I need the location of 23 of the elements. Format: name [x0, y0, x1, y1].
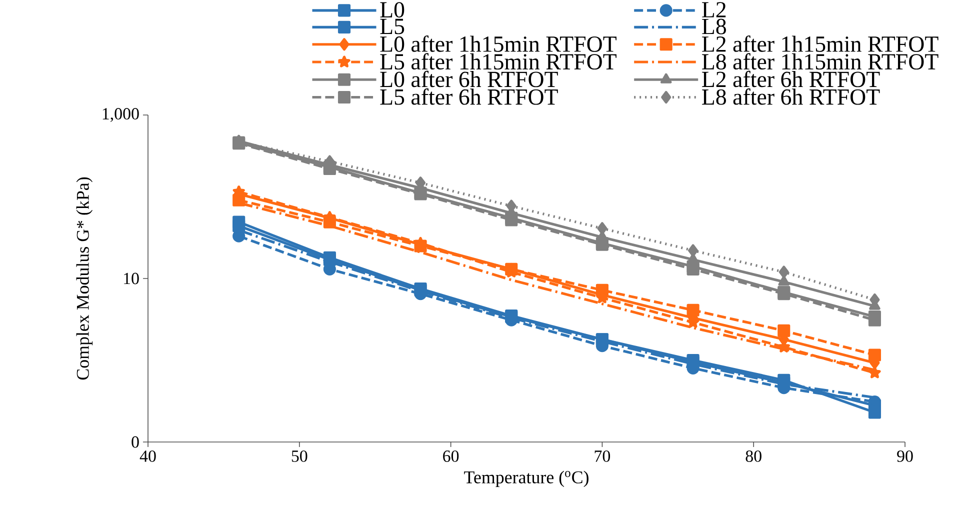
- legend-label: L2 after 1h15min RTFOT: [702, 36, 938, 52]
- legend-label: L8: [702, 18, 726, 34]
- y-tick-label: 1,000: [102, 108, 139, 122]
- legend-label: L0 after 1h15min RTFOT: [380, 36, 616, 52]
- x-tick-label: 70: [594, 450, 610, 462]
- legend-label: L5 after 6h RTFOT: [380, 88, 558, 105]
- x-tick-label: 60: [443, 450, 459, 462]
- x-axis-title: Temperature ($^{o}$C): [464, 470, 588, 488]
- legend-label: L8 after 1h15min RTFOT: [702, 53, 938, 70]
- x-tick-label: 40: [140, 450, 156, 462]
- x-tick-label: 50: [292, 450, 308, 462]
- x-tick-label: 80: [746, 450, 762, 462]
- legend-label: L0: [380, 2, 404, 18]
- legend-label: L0 after 6h RTFOT: [380, 70, 558, 88]
- x-tick-label: 90: [897, 450, 913, 462]
- y-tick-label: 10: [124, 272, 139, 284]
- y-tick-label: 0: [132, 436, 139, 448]
- legend-label: L8 after 6h RTFOT: [702, 88, 880, 105]
- legend-label: L5 after 1h15min RTFOT: [380, 53, 616, 70]
- legend-label: L2: [702, 2, 726, 18]
- legend-label: L5: [380, 18, 404, 34]
- y-axis-title: Complex Modulus G* (kPa): [76, 177, 93, 380]
- legend-label: L2 after 6h RTFOT: [702, 70, 880, 88]
